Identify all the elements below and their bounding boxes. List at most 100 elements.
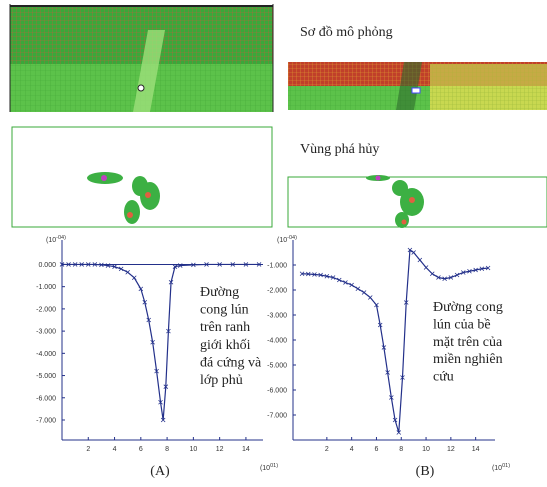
point-marker: [385, 370, 390, 375]
point-marker: [429, 271, 435, 277]
point-marker: [343, 280, 348, 285]
point-marker: [479, 266, 485, 272]
annotation: cứu: [433, 370, 454, 385]
y-unit-exp: -04): [287, 235, 297, 241]
x-tick-label: 4: [350, 446, 354, 453]
y-tick-label: -3.000: [36, 329, 56, 336]
point-marker: [423, 265, 429, 270]
point-marker: [204, 262, 209, 267]
point-marker: [403, 300, 409, 305]
x-unit-base: (10: [260, 465, 270, 472]
x-unit-exp: 01): [502, 463, 510, 469]
x-tick-label: 6: [375, 446, 379, 453]
point-marker: [158, 399, 163, 405]
annotation: Đường: [200, 285, 239, 300]
point-marker: [448, 275, 454, 280]
x-tick-label: 8: [399, 446, 403, 453]
curve: [62, 263, 260, 421]
y-tick-label: -1.000: [36, 284, 56, 291]
point-marker: [79, 262, 84, 267]
annotation: trên ranh: [200, 320, 250, 335]
point-marker: [191, 262, 196, 268]
point-marker: [125, 269, 130, 275]
point-marker: [361, 290, 367, 295]
point-marker: [442, 276, 447, 282]
point-marker: [146, 317, 151, 323]
point-marker: [85, 262, 91, 267]
x-unit-base: (10: [492, 465, 502, 472]
y-unit-base: (10: [46, 237, 56, 244]
y-tick-label: -5.000: [36, 373, 56, 380]
point-marker: [160, 417, 166, 423]
x-tick-label: 2: [86, 446, 90, 453]
panel-label: (A): [150, 464, 170, 479]
y-tick-label: -6.000: [267, 388, 287, 395]
point-marker: [166, 328, 171, 334]
y-tick-label: -2.000: [267, 288, 287, 295]
x-tick-label: 14: [472, 446, 480, 453]
point-marker: [367, 295, 373, 300]
point-marker: [460, 270, 466, 275]
point-marker: [256, 262, 262, 267]
point-marker: [305, 271, 311, 277]
point-marker: [72, 262, 78, 267]
y-tick-label: -6.000: [36, 395, 56, 402]
x-tick-label: 2: [325, 446, 329, 453]
x-unit: (1001): [260, 463, 278, 472]
damage-frame-left: [11, 126, 273, 228]
y-unit-base: (10: [277, 237, 287, 244]
point-marker: [118, 266, 124, 272]
point-marker: [485, 265, 491, 271]
point-marker: [473, 267, 478, 273]
y-tick-label: -4.000: [36, 351, 56, 358]
point-marker: [299, 271, 305, 277]
point-marker: [411, 250, 416, 255]
point-marker: [436, 275, 441, 280]
point-marker: [163, 384, 169, 389]
point-marker: [400, 375, 405, 380]
annotation: lớp phủ: [200, 373, 243, 388]
point-marker: [92, 262, 98, 267]
annotation: lún của bề: [433, 317, 491, 332]
point-marker: [336, 277, 342, 283]
point-marker: [467, 268, 472, 274]
point-marker: [389, 395, 394, 400]
annotation: giới khối: [200, 338, 251, 353]
y-tick-label: -5.000: [267, 363, 287, 370]
y-tick-label: -7.000: [267, 413, 287, 420]
point-marker: [172, 264, 178, 269]
panel-label: (B): [416, 464, 435, 479]
point-marker: [230, 262, 236, 267]
point-marker: [177, 263, 183, 268]
damage-left: [87, 172, 160, 224]
point-marker: [66, 262, 71, 267]
mesh-right: [288, 62, 547, 110]
point-marker: [138, 286, 144, 292]
x-tick-label: 6: [139, 446, 143, 453]
x-tick-label: 4: [113, 446, 117, 453]
point-marker: [217, 262, 222, 267]
point-marker: [374, 302, 379, 308]
annotation: Đường cong: [433, 300, 503, 315]
y-unit: (10-04): [46, 235, 66, 244]
point-marker: [312, 272, 317, 277]
mesh-left: [9, 4, 274, 112]
annotation: mặt trên của: [433, 335, 503, 350]
point-marker: [112, 264, 117, 269]
point-marker: [407, 247, 413, 253]
point-marker: [318, 272, 323, 278]
point-marker: [324, 273, 330, 279]
point-marker: [349, 282, 354, 288]
y-unit: (10-04): [277, 235, 297, 244]
point-marker: [168, 279, 174, 285]
point-marker: [396, 430, 402, 435]
x-tick-label: 12: [447, 446, 455, 453]
x-tick-label: 10: [189, 446, 197, 453]
scheme-label: Sơ đồ mô phỏng: [300, 25, 393, 40]
point-marker: [142, 299, 148, 305]
point-marker: [154, 368, 159, 374]
y-tick-label: -4.000: [267, 338, 287, 345]
point-marker: [59, 262, 65, 267]
annotation: miền nghiên: [433, 352, 503, 367]
annotation: đá cứng và: [200, 355, 262, 370]
